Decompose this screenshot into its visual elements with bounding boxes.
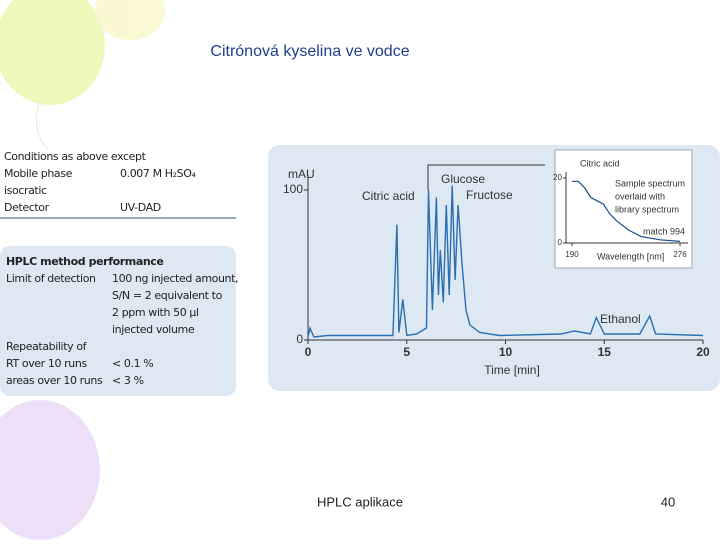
x-tick-label: 20 [696, 345, 710, 359]
inset-x-tick-label: 276 [673, 250, 687, 259]
performance-value: 100 ng injected amount, [112, 272, 238, 285]
peak-label: Fructose [466, 188, 513, 202]
balloon [95, 0, 165, 40]
inset-y-tick-label: 20 [553, 173, 562, 182]
inset-y-tick-label: 0 [558, 238, 563, 247]
performance-value: < 3 % [112, 374, 144, 387]
x-tick-label: 10 [499, 345, 513, 359]
condition-label: Conditions as above except [4, 150, 147, 163]
peak-label: Citric acid [362, 189, 415, 203]
condition-value: 0.007 M H₂SO₄ [120, 167, 196, 180]
data-line [572, 180, 681, 242]
page-number: 40 [661, 494, 675, 509]
y-axis-label: mAU [288, 167, 315, 181]
bracket [427, 164, 545, 190]
condition-label: Mobile phase [4, 167, 73, 180]
performance-value: S/N = 2 equivalent to [112, 289, 223, 302]
performance-value: < 0.1 % [112, 357, 153, 370]
peak-label: Glucose [441, 172, 485, 186]
performance-label: Repeatability of [6, 340, 88, 353]
inset-box [554, 149, 693, 269]
balloon [0, 400, 100, 540]
x-axis-label: Time [min] [484, 363, 540, 377]
x-tick-label: 5 [403, 345, 410, 359]
inset-x-tick-label: 190 [565, 250, 579, 259]
performance-label: areas over 10 runs [6, 374, 103, 387]
decoration [0, 0, 165, 540]
condition-value: UV-DAD [120, 201, 161, 214]
inset-x-label: Wavelength [nm] [597, 251, 664, 261]
string [35, 99, 49, 151]
performance-value: injected volume [112, 323, 195, 336]
inset-match: match 994 [643, 226, 685, 236]
slide-title: Citrónová kyselina ve vodce [210, 43, 409, 60]
x-tick-label: 15 [598, 345, 612, 359]
condition-label: Detector [4, 201, 50, 214]
performance-label: Limit of detection [6, 272, 96, 285]
inset-note: overlaid with [615, 191, 665, 201]
performance-value: 2 ppm with 50 µl [112, 306, 199, 319]
inset-title: Citric acid [580, 158, 620, 168]
footer: HPLC aplikace [317, 494, 403, 509]
condition-label: isocratic [4, 184, 47, 197]
peak-label: Ethanol [600, 312, 641, 326]
performance: HPLC method performance Limit of detectio… [6, 255, 239, 387]
performance-box [0, 246, 236, 396]
x-tick-label: 0 [305, 345, 312, 359]
performance-label: RT over 10 runs [6, 357, 87, 370]
inset-note: Sample spectrum [615, 178, 685, 188]
y-tick-label: 0 [296, 332, 303, 346]
balloon [0, 0, 105, 105]
performance-title: HPLC method performance [6, 255, 163, 268]
inset-note: library spectrum [615, 204, 679, 214]
data-line [307, 185, 704, 338]
conditions-box: Conditions as above except Mobile phase 0.… [0, 150, 236, 219]
y-tick-label: 100 [283, 182, 303, 196]
